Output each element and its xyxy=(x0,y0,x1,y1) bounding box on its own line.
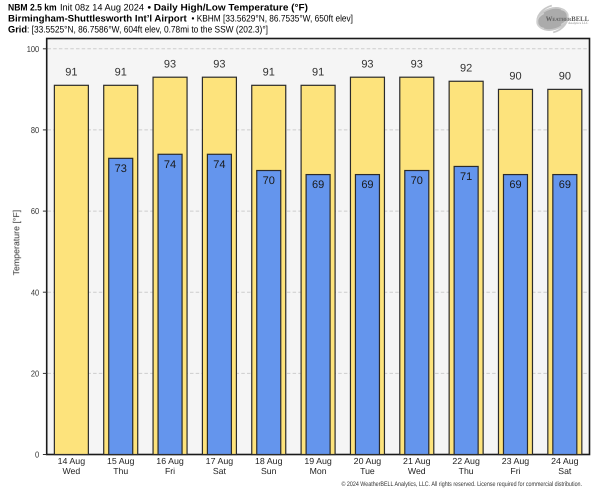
svg-text:16 Aug: 16 Aug xyxy=(156,456,184,466)
svg-text:90: 90 xyxy=(509,71,521,83)
svg-text:40: 40 xyxy=(31,287,39,297)
svg-text:23 Aug: 23 Aug xyxy=(502,456,530,466)
svg-text:Init 08z 14 Aug 2024: Init 08z 14 Aug 2024 xyxy=(60,3,144,14)
svg-text:Analytics LLC: Analytics LLC xyxy=(568,21,589,25)
svg-text:18 Aug: 18 Aug xyxy=(255,456,283,466)
svg-text:92: 92 xyxy=(460,62,472,74)
svg-text:15 Aug: 15 Aug xyxy=(107,456,135,466)
svg-text:91: 91 xyxy=(312,67,324,79)
svg-text:WEATHERBELL: WEATHERBELL xyxy=(546,16,590,23)
svg-text:74: 74 xyxy=(164,159,176,171)
svg-text:Fri: Fri xyxy=(510,466,520,476)
svg-text:Thu: Thu xyxy=(459,466,474,476)
svg-text:Temperature [°F]: Temperature [°F] xyxy=(11,210,21,276)
svg-text:91: 91 xyxy=(263,67,275,79)
svg-text:90: 90 xyxy=(559,71,571,83)
svg-text:21 Aug: 21 Aug xyxy=(403,456,431,466)
svg-text:© 2024 WeatherBELL Analytics,: © 2024 WeatherBELL Analytics, LLC. All r… xyxy=(342,481,583,488)
svg-text:Thu: Thu xyxy=(113,466,128,476)
svg-text:70: 70 xyxy=(263,175,275,187)
svg-text:• Daily High/Low Temperature (: • Daily High/Low Temperature (°F) xyxy=(148,3,309,14)
svg-text:71: 71 xyxy=(460,171,472,183)
svg-text:Wed: Wed xyxy=(408,466,426,476)
svg-text:20 Aug: 20 Aug xyxy=(354,456,382,466)
svg-text:60: 60 xyxy=(31,206,39,216)
svg-text:Mon: Mon xyxy=(310,466,327,476)
svg-text:0: 0 xyxy=(35,450,39,460)
svg-text:22 Aug: 22 Aug xyxy=(452,456,480,466)
svg-text:91: 91 xyxy=(65,67,77,79)
svg-text:69: 69 xyxy=(509,179,521,191)
svg-text:93: 93 xyxy=(164,58,176,70)
svg-text:91: 91 xyxy=(115,67,127,79)
svg-text:Tue: Tue xyxy=(360,466,375,476)
svg-text:19 Aug: 19 Aug xyxy=(304,456,332,466)
svg-text:70: 70 xyxy=(411,175,423,187)
svg-text:: [33.5525°N, 86.7586°W, 604ft: : [33.5525°N, 86.7586°W, 604ft elev, 0.7… xyxy=(27,25,268,36)
svg-text:24 Aug: 24 Aug xyxy=(551,456,579,466)
svg-text:Sat: Sat xyxy=(558,466,572,476)
svg-text:69: 69 xyxy=(361,179,373,191)
svg-text:69: 69 xyxy=(559,179,571,191)
svg-text:73: 73 xyxy=(115,163,127,175)
svg-text:NBM 2.5 km: NBM 2.5 km xyxy=(8,3,57,14)
svg-text:Sat: Sat xyxy=(213,466,227,476)
svg-text:93: 93 xyxy=(411,58,423,70)
svg-text:93: 93 xyxy=(361,58,373,70)
svg-text:Grid: Grid xyxy=(8,25,27,36)
svg-text:Birmingham-Shuttlesworth Int’l: Birmingham-Shuttlesworth Int’l Airport xyxy=(8,14,188,25)
svg-text:Sun: Sun xyxy=(261,466,277,476)
svg-text:14 Aug: 14 Aug xyxy=(58,456,86,466)
svg-text:100: 100 xyxy=(27,44,40,54)
svg-text:69: 69 xyxy=(312,179,324,191)
svg-text:• KBHM [33.5629°N, 86.7535°W,: • KBHM [33.5629°N, 86.7535°W, 650ft elev… xyxy=(192,14,354,25)
svg-text:Fri: Fri xyxy=(165,466,175,476)
svg-text:Wed: Wed xyxy=(63,466,81,476)
svg-text:20: 20 xyxy=(31,369,39,379)
svg-text:80: 80 xyxy=(31,125,39,135)
svg-text:93: 93 xyxy=(213,58,225,70)
svg-text:74: 74 xyxy=(213,159,225,171)
svg-text:17 Aug: 17 Aug xyxy=(206,456,234,466)
